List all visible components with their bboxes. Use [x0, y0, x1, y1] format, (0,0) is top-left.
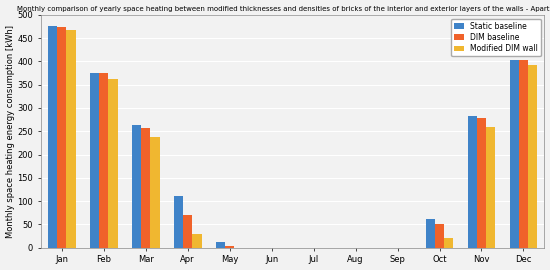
Bar [225, 246, 234, 248]
Bar [141, 127, 150, 248]
Bar [108, 79, 118, 248]
Bar [183, 215, 192, 248]
Bar [192, 234, 202, 248]
Bar [67, 30, 76, 248]
Bar [519, 60, 528, 248]
Bar [528, 65, 537, 248]
Legend: Static baseline, DIM baseline, Modified DIM wall: Static baseline, DIM baseline, Modified … [452, 19, 541, 56]
Bar [468, 116, 477, 248]
Bar [48, 26, 57, 248]
Y-axis label: Monthly space heating energy consumption [kWh]: Monthly space heating energy consumption… [6, 25, 14, 238]
Title: Monthly comparison of yearly space heating between modified thicknesses and dens: Monthly comparison of yearly space heati… [17, 6, 550, 12]
Bar [99, 73, 108, 248]
Bar [150, 137, 159, 248]
Bar [477, 118, 486, 248]
Bar [90, 73, 99, 248]
Bar [444, 238, 453, 248]
Bar [57, 27, 67, 248]
Bar [426, 219, 435, 248]
Bar [132, 125, 141, 248]
Bar [216, 242, 225, 248]
Bar [510, 60, 519, 248]
Bar [486, 127, 496, 248]
Bar [174, 195, 183, 248]
Bar [435, 224, 444, 248]
